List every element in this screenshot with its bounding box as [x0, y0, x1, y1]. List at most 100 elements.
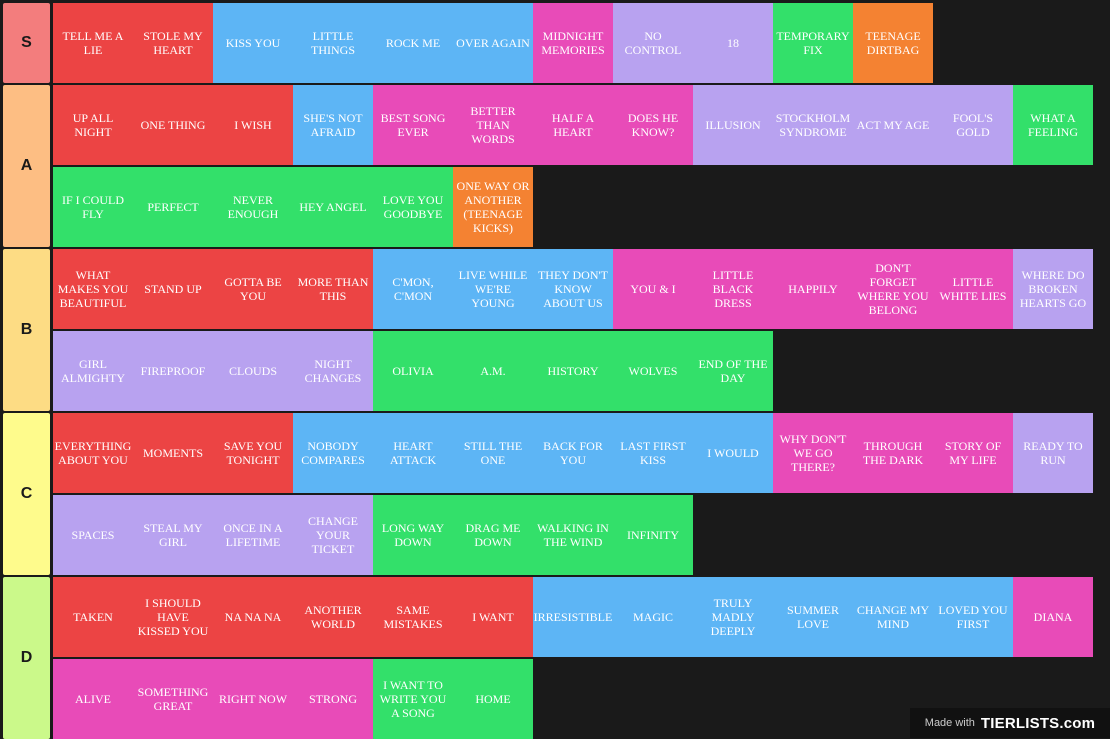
tier-row-a[interactable]: UP ALL NIGHT ONE THING I WISH SHE'S NOT AFR…: [53, 85, 1094, 165]
song-tile[interactable]: SOMETHING GREAT: [133, 659, 213, 739]
tier-label-a[interactable]: A: [3, 85, 50, 247]
song-tile[interactable]: C'MON, C'MON: [373, 249, 453, 329]
song-tile[interactable]: CLOUDS: [213, 331, 293, 411]
song-tile[interactable]: HOME: [453, 659, 533, 739]
song-tile[interactable]: FIREPROOF: [133, 331, 213, 411]
tier-label-b[interactable]: B: [3, 249, 50, 411]
tier-row-a[interactable]: IF I COULD FLY PERFECT NEVER ENOUGH HEY ANG…: [53, 167, 1094, 247]
song-tile[interactable]: WHAT MAKES YOU BEAUTIFUL: [53, 249, 133, 329]
song-tile[interactable]: STILL THE ONE: [453, 413, 533, 493]
song-tile[interactable]: DRAG ME DOWN: [453, 495, 533, 575]
song-tile[interactable]: PERFECT: [133, 167, 213, 247]
song-tile[interactable]: TAKEN: [53, 577, 133, 657]
song-tile[interactable]: THEY DON'T KNOW ABOUT US: [533, 249, 613, 329]
song-tile[interactable]: TEENAGE DIRTBAG: [853, 3, 933, 83]
song-tile[interactable]: I WANT TO WRITE YOU A SONG: [373, 659, 453, 739]
song-tile[interactable]: SHE'S NOT AFRAID: [293, 85, 373, 165]
song-tile[interactable]: GOTTA BE YOU: [213, 249, 293, 329]
song-tile[interactable]: LITTLE BLACK DRESS: [693, 249, 773, 329]
song-tile[interactable]: LAST FIRST KISS: [613, 413, 693, 493]
song-tile[interactable]: INFINITY: [613, 495, 693, 575]
song-tile[interactable]: I WOULD: [693, 413, 773, 493]
song-tile[interactable]: DOES HE KNOW?: [613, 85, 693, 165]
tier-row-c[interactable]: EVERYTHING ABOUT YOU MOMENTS SAVE YOU TONI…: [53, 413, 1094, 493]
song-tile[interactable]: ALIVE: [53, 659, 133, 739]
song-tile[interactable]: HISTORY: [533, 331, 613, 411]
song-tile[interactable]: HEY ANGEL: [293, 167, 373, 247]
song-tile[interactable]: STRONG: [293, 659, 373, 739]
song-tile[interactable]: HALF A HEART: [533, 85, 613, 165]
song-tile[interactable]: SPACES: [53, 495, 133, 575]
song-tile[interactable]: SAVE YOU TONIGHT: [213, 413, 293, 493]
song-tile[interactable]: TELL ME A LIE: [53, 3, 133, 83]
tier-label-c[interactable]: C: [3, 413, 50, 575]
tier-label-d[interactable]: D: [3, 577, 50, 739]
song-tile[interactable]: WHERE DO BROKEN HEARTS GO: [1013, 249, 1093, 329]
made-with-watermark[interactable]: Made with TIERLISTS.com: [910, 708, 1110, 738]
song-tile[interactable]: STEAL MY GIRL: [133, 495, 213, 575]
song-tile[interactable]: NIGHT CHANGES: [293, 331, 373, 411]
song-tile[interactable]: END OF THE DAY: [693, 331, 773, 411]
tier-row-c[interactable]: SPACES STEAL MY GIRL ONCE IN A LIFETIME CHA…: [53, 495, 1094, 575]
song-tile[interactable]: BEST SONG EVER: [373, 85, 453, 165]
song-tile[interactable]: LITTLE THINGS: [293, 3, 373, 83]
song-tile[interactable]: OLIVIA: [373, 331, 453, 411]
tier-row-s[interactable]: TELL ME A LIE STOLE MY HEART KISS YOU LITTL…: [53, 3, 1094, 83]
tier-row-d[interactable]: ALIVE SOMETHING GREAT RIGHT NOW STRONG I WAN…: [53, 659, 1094, 739]
song-tile[interactable]: STORY OF MY LIFE: [933, 413, 1013, 493]
song-tile[interactable]: LITTLE WHITE LIES: [933, 249, 1013, 329]
song-tile[interactable]: YOU & I: [613, 249, 693, 329]
song-tile[interactable]: ANOTHER WORLD: [293, 577, 373, 657]
song-tile[interactable]: ONE WAY OR ANOTHER (TEENAGE KICKS): [453, 167, 533, 247]
song-tile[interactable]: HAPPILY: [773, 249, 853, 329]
song-tile[interactable]: ILLUSION: [693, 85, 773, 165]
song-tile[interactable]: LOVE YOU GOODBYE: [373, 167, 453, 247]
song-tile[interactable]: LOVED YOU FIRST: [933, 577, 1013, 657]
song-tile[interactable]: LONG WAY DOWN: [373, 495, 453, 575]
song-tile[interactable]: A.M.: [453, 331, 533, 411]
song-tile[interactable]: ONCE IN A LIFETIME: [213, 495, 293, 575]
song-tile[interactable]: I WISH: [213, 85, 293, 165]
song-tile[interactable]: BACK FOR YOU: [533, 413, 613, 493]
song-tile[interactable]: ONE THING: [133, 85, 213, 165]
song-tile[interactable]: STOLE MY HEART: [133, 3, 213, 83]
song-tile[interactable]: TRULY MADLY DEEPLY: [693, 577, 773, 657]
song-tile[interactable]: HEART ATTACK: [373, 413, 453, 493]
song-tile[interactable]: IF I COULD FLY: [53, 167, 133, 247]
song-tile[interactable]: CHANGE YOUR TICKET: [293, 495, 373, 575]
song-tile[interactable]: NEVER ENOUGH: [213, 167, 293, 247]
tier-row-d[interactable]: TAKEN I SHOULD HAVE KISSED YOU NA NA NA ANO…: [53, 577, 1094, 657]
song-tile[interactable]: WOLVES: [613, 331, 693, 411]
song-tile[interactable]: STAND UP: [133, 249, 213, 329]
song-tile[interactable]: I WANT: [453, 577, 533, 657]
song-tile[interactable]: LIVE WHILE WE'RE YOUNG: [453, 249, 533, 329]
song-tile[interactable]: I SHOULD HAVE KISSED YOU: [133, 577, 213, 657]
song-tile[interactable]: EVERYTHING ABOUT YOU: [53, 413, 133, 493]
song-tile[interactable]: CHANGE MY MIND: [853, 577, 933, 657]
song-tile[interactable]: UP ALL NIGHT: [53, 85, 133, 165]
song-tile[interactable]: NOBODY COMPARES: [293, 413, 373, 493]
song-tile[interactable]: DON'T FORGET WHERE YOU BELONG: [853, 249, 933, 329]
song-tile[interactable]: IRRESISTIBLE: [533, 577, 613, 657]
tier-row-b[interactable]: WHAT MAKES YOU BEAUTIFUL STAND UP GOTTA BE…: [53, 249, 1094, 329]
song-tile[interactable]: MIDNIGHT MEMORIES: [533, 3, 613, 83]
song-tile[interactable]: STOCKHOLM SYNDROME: [773, 85, 853, 165]
song-tile[interactable]: 18: [693, 3, 773, 83]
song-tile[interactable]: READY TO RUN: [1013, 413, 1093, 493]
song-tile[interactable]: OVER AGAIN: [453, 3, 533, 83]
song-tile[interactable]: BETTER THAN WORDS: [453, 85, 533, 165]
song-tile[interactable]: ACT MY AGE: [853, 85, 933, 165]
tier-label-s[interactable]: S: [3, 3, 50, 83]
tier-row-b[interactable]: GIRL ALMIGHTY FIREPROOF CLOUDS NIGHT CHANGE…: [53, 331, 1094, 411]
song-tile[interactable]: MOMENTS: [133, 413, 213, 493]
song-tile[interactable]: WHY DON'T WE GO THERE?: [773, 413, 853, 493]
song-tile[interactable]: THROUGH THE DARK: [853, 413, 933, 493]
song-tile[interactable]: GIRL ALMIGHTY: [53, 331, 133, 411]
song-tile[interactable]: MAGIC: [613, 577, 693, 657]
song-tile[interactable]: SAME MISTAKES: [373, 577, 453, 657]
song-tile[interactable]: WALKING IN THE WIND: [533, 495, 613, 575]
song-tile[interactable]: NA NA NA: [213, 577, 293, 657]
song-tile[interactable]: ROCK ME: [373, 3, 453, 83]
song-tile[interactable]: RIGHT NOW: [213, 659, 293, 739]
song-tile[interactable]: MORE THAN THIS: [293, 249, 373, 329]
